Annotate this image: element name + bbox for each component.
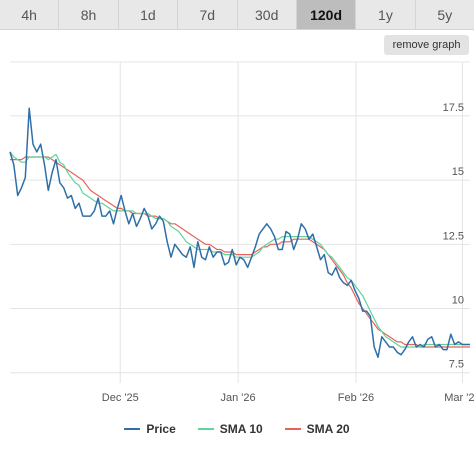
x-tick-label: Feb '26	[338, 392, 374, 404]
legend-label: SMA 20	[306, 422, 350, 436]
chart-legend: Price SMA 10 SMA 20	[0, 418, 474, 440]
tab-7d[interactable]: 7d	[178, 0, 238, 29]
legend-swatch	[197, 428, 214, 430]
tab-4h[interactable]: 4h	[0, 0, 60, 29]
x-tick-label: Mar '26	[444, 392, 474, 404]
legend-label: Price	[146, 422, 176, 436]
y-tick-label: 7.5	[449, 359, 464, 371]
tab-5y[interactable]: 5y	[437, 6, 453, 23]
tab-8h[interactable]: 8h	[59, 0, 119, 29]
x-tick-label: Jan '26	[221, 392, 256, 404]
tab-1d[interactable]: 1d	[119, 0, 179, 29]
y-tick-label: 10	[452, 295, 464, 307]
tab-120d[interactable]: 120d	[296, 0, 357, 29]
remove-graph-button[interactable]: remove graph	[384, 35, 469, 55]
legend-swatch	[284, 428, 301, 430]
y-tick-label: 12.5	[443, 230, 464, 242]
tab-30d[interactable]: 30d	[238, 0, 297, 29]
legend-label: SMA 10	[219, 422, 263, 436]
legend-item-sma-20[interactable]: SMA 20	[284, 422, 350, 436]
x-tick-label: Dec '25	[102, 392, 139, 404]
series-line-sma-10	[9, 151, 470, 348]
price-chart: 7.5 10 12.5 15 17.5 Dec '25 Jan '26 Feb '26 Mar …	[9, 61, 474, 404]
legend-item-sma-10[interactable]: SMA 10	[197, 422, 263, 436]
series-line-price	[9, 107, 470, 359]
timeframe-tabs: 4h 8h 1d 7d 30d 120d 1y 5y	[0, 0, 474, 30]
series-line-sma-20	[10, 156, 470, 348]
y-tick-label: 15	[452, 166, 464, 178]
legend-item-price[interactable]: Price	[124, 422, 176, 436]
y-tick-label: 17.5	[443, 102, 464, 114]
legend-swatch	[124, 428, 141, 430]
tab-1y[interactable]: 1y	[356, 0, 416, 29]
